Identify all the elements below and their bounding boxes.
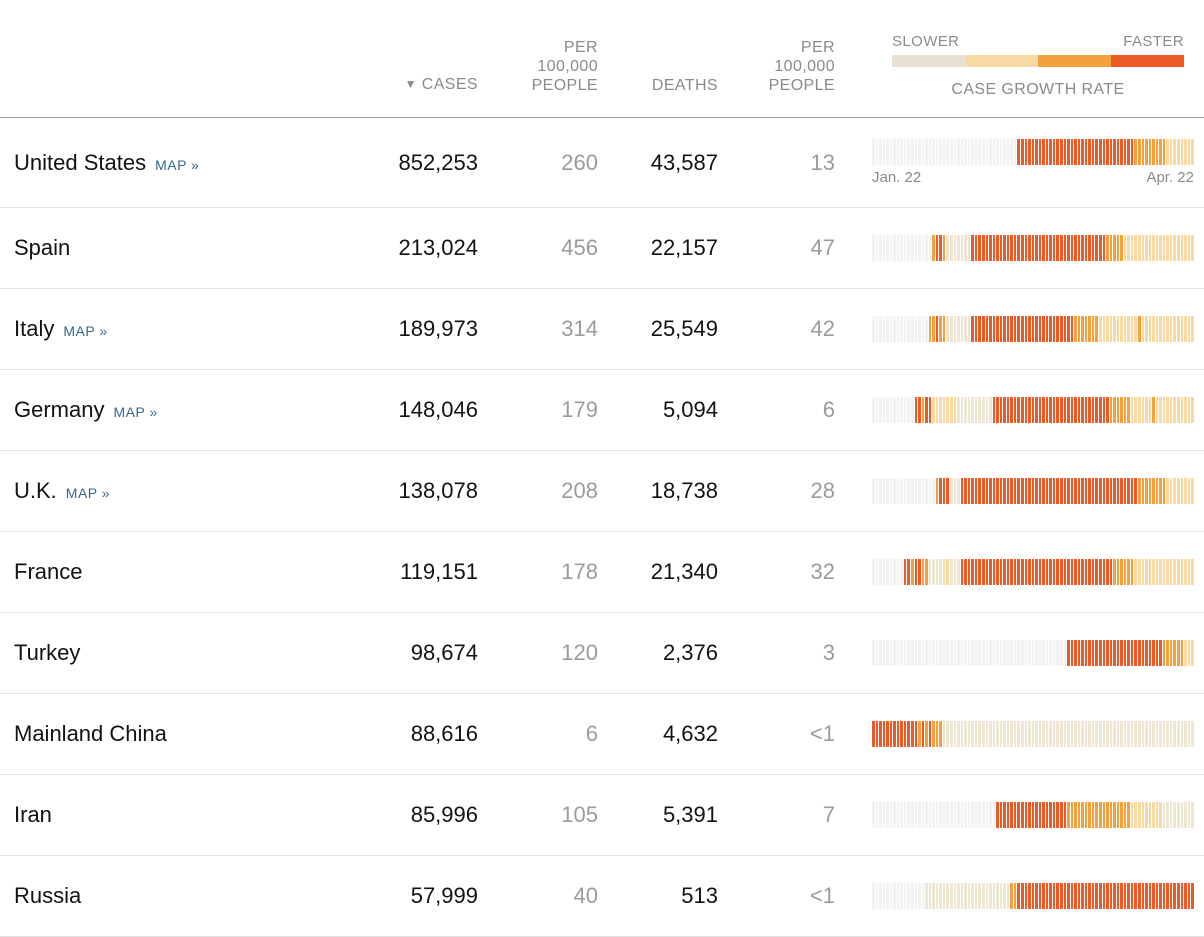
legend-slower-label: SLOWER <box>892 33 960 50</box>
table-row: Italy MAP » 189,973 314 25,549 42 <box>0 289 1204 370</box>
cases-column-header[interactable]: ▼ CASES <box>340 75 478 117</box>
country-name: Germany <box>14 397 105 422</box>
map-link[interactable]: MAP » <box>155 156 200 173</box>
table-row: Iran 85,996 105 5,391 7 <box>0 775 1204 856</box>
deaths-per-100k-value: 13 <box>810 149 835 175</box>
country-name: France <box>14 559 83 584</box>
table-row: Turkey 98,674 120 2,376 3 <box>0 613 1204 694</box>
case-growth-rate-bar <box>872 139 1194 165</box>
deaths-per-100k-value: 7 <box>822 802 835 827</box>
cases-value: 148,046 <box>398 397 478 422</box>
deaths-value: 513 <box>681 883 718 908</box>
country-name: United States <box>14 149 147 175</box>
country-name: Mainland China <box>14 721 167 746</box>
deaths-value: 18,738 <box>650 478 718 503</box>
legend-faster-label: FASTER <box>1123 33 1184 50</box>
case-growth-rate-bar <box>872 235 1194 261</box>
table-row: United States MAP » 852,253 260 43,587 1… <box>0 118 1204 208</box>
table-row: Spain 213,024 456 22,157 47 <box>0 208 1204 289</box>
table-header: ▼ CASES PER 100,000 PEOPLE DEATHS PER 10… <box>0 0 1204 118</box>
country-column-header <box>0 95 340 117</box>
table-row: U.K. MAP » 138,078 208 18,738 28 <box>0 451 1204 532</box>
cases-value: 57,999 <box>410 883 478 908</box>
country-name: Turkey <box>14 640 81 665</box>
map-link[interactable]: MAP » <box>63 323 108 339</box>
table-row: Mainland China 88,616 6 4,632 <1 <box>0 694 1204 775</box>
deaths-per-100k-column-header[interactable]: PER 100,000 PEOPLE <box>768 39 835 94</box>
deaths-per-100k-value: 32 <box>810 559 835 584</box>
map-link[interactable]: MAP » <box>113 404 158 420</box>
cases-per-100k-value: 179 <box>561 397 598 422</box>
cases-per-100k-value: 105 <box>561 802 598 827</box>
case-growth-rate-bar <box>872 316 1194 342</box>
cases-per-100k-value: 456 <box>561 235 598 260</box>
deaths-value: 43,587 <box>650 149 718 175</box>
case-growth-rate-bar <box>872 883 1194 909</box>
country-name: Italy <box>14 316 55 341</box>
deaths-value: 5,094 <box>662 397 718 422</box>
axis-start-date: Jan. 22 <box>872 169 922 186</box>
deaths-value: 4,632 <box>662 721 718 746</box>
case-growth-rate-bar <box>872 802 1194 828</box>
cases-per-100k-value: 40 <box>573 883 598 908</box>
case-growth-rate-bar <box>872 397 1194 423</box>
deaths-per-100k-value: <1 <box>809 883 835 908</box>
table-row: Russia 57,999 40 513 <1 <box>0 856 1204 937</box>
cases-per-100k-value: 6 <box>585 721 598 746</box>
country-name: U.K. <box>14 478 57 503</box>
legend-caption: CASE GROWTH RATE <box>951 81 1125 98</box>
cases-per-100k-column-header[interactable]: PER 100,000 PEOPLE <box>531 39 598 94</box>
case-growth-rate-bar <box>872 478 1194 504</box>
deaths-per-100k-value: 42 <box>810 316 835 341</box>
case-growth-rate-bar <box>872 640 1194 666</box>
growth-rate-legend: SLOWER FASTER CASE GROWTH RATE <box>835 32 1204 117</box>
deaths-per-100k-value: 28 <box>810 478 835 503</box>
deaths-per-100k-value: 47 <box>810 235 835 260</box>
table-row: France 119,151 178 21,340 32 <box>0 532 1204 613</box>
cases-per-100k-value: 120 <box>561 640 598 665</box>
cases-value: 213,024 <box>398 235 478 260</box>
cases-value: 88,616 <box>410 721 478 746</box>
cases-value: 138,078 <box>398 478 478 503</box>
deaths-per-100k-value: 3 <box>822 640 835 665</box>
cases-per-100k-value: 208 <box>561 478 598 503</box>
map-link[interactable]: MAP » <box>65 485 111 501</box>
legend-color-scale <box>892 55 1184 67</box>
deaths-per-100k-value: 6 <box>822 397 835 422</box>
cases-value: 98,674 <box>410 640 478 665</box>
cases-header-label: CASES <box>421 76 478 93</box>
deaths-column-header[interactable]: DEATHS <box>651 77 718 94</box>
table-row: Germany MAP » 148,046 179 5,094 6 <box>0 370 1204 451</box>
sort-descending-icon: ▼ <box>404 77 417 91</box>
case-growth-rate-bar <box>872 559 1194 585</box>
cases-per-100k-value: 260 <box>561 149 598 175</box>
deaths-value: 5,391 <box>662 802 718 827</box>
case-growth-rate-bar <box>872 721 1194 747</box>
cases-per-100k-value: 314 <box>561 316 598 341</box>
cases-per-100k-value: 178 <box>561 559 598 584</box>
deaths-value: 21,340 <box>650 559 718 584</box>
country-name: Spain <box>14 235 71 260</box>
cases-value: 189,973 <box>398 316 478 341</box>
deaths-value: 2,376 <box>662 640 718 665</box>
cases-value: 119,151 <box>400 559 478 584</box>
deaths-per-100k-value: <1 <box>809 721 835 746</box>
country-name: Russia <box>14 883 82 908</box>
deaths-value: 25,549 <box>650 316 718 341</box>
country-name: Iran <box>14 802 52 827</box>
cases-value: 852,253 <box>398 149 478 175</box>
cases-value: 85,996 <box>410 802 478 827</box>
axis-end-date: Apr. 22 <box>1146 169 1194 186</box>
deaths-value: 22,157 <box>650 235 718 260</box>
